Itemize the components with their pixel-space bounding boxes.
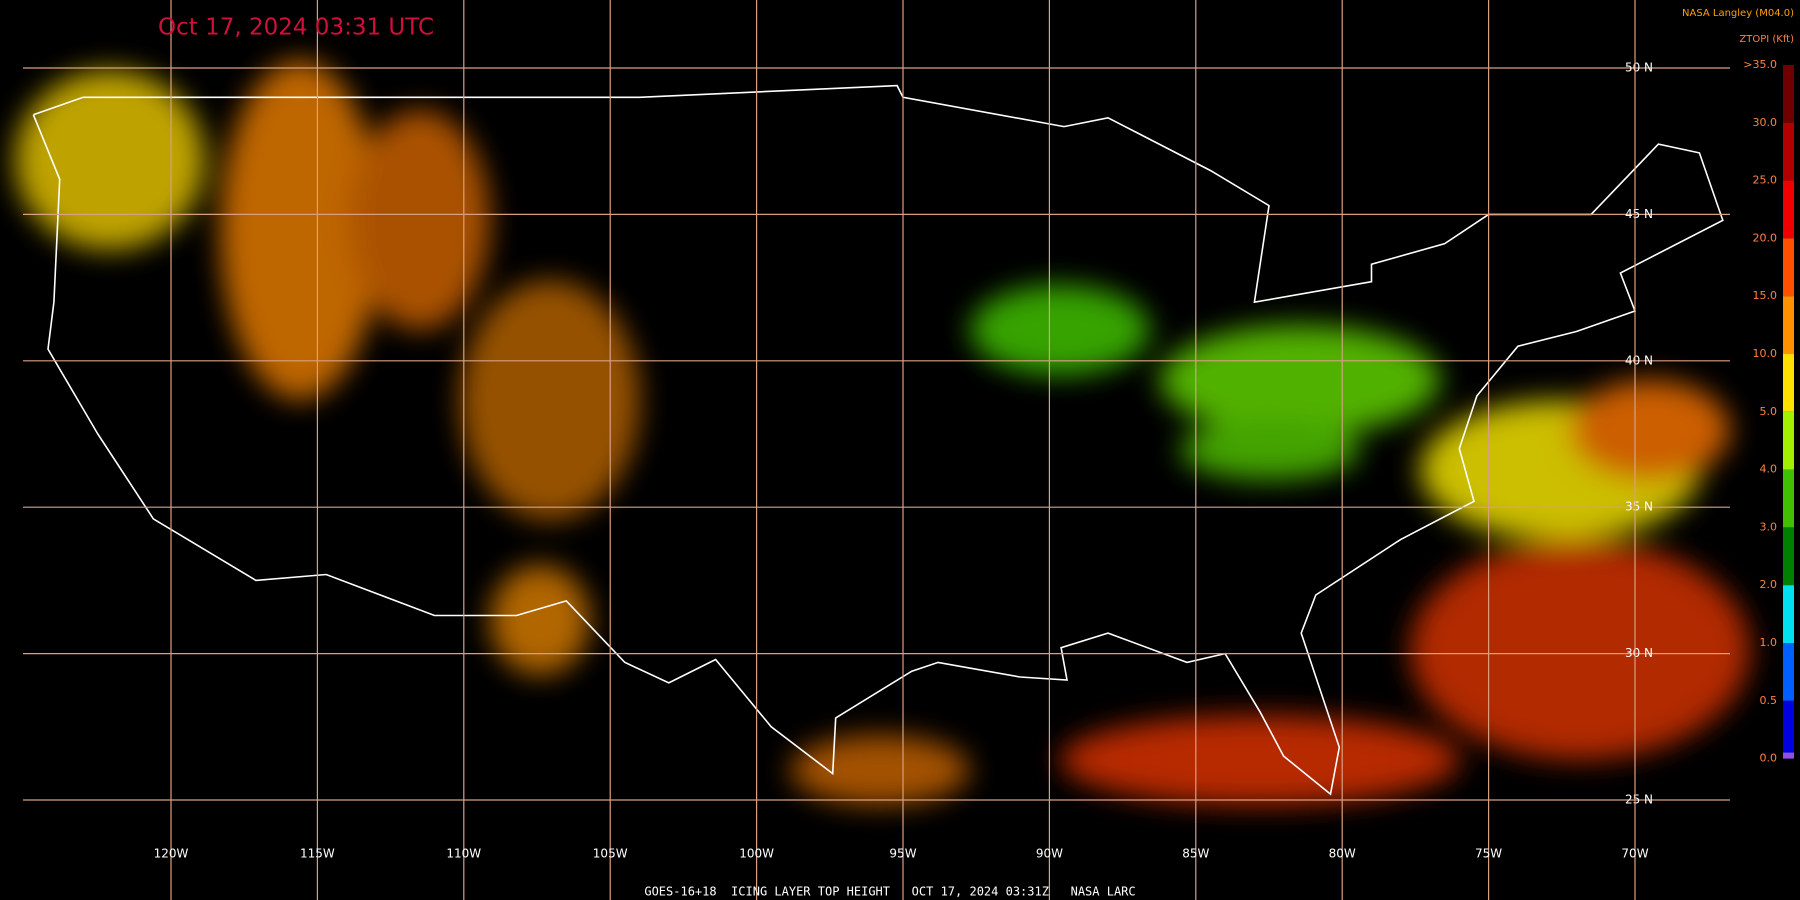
cloud-area <box>1060 715 1460 805</box>
legend-label: 1.0 <box>1760 636 1778 649</box>
legend-swatch <box>1783 180 1794 239</box>
longitude-label: 85W <box>1182 847 1209 861</box>
legend-swatch <box>1783 585 1794 643</box>
footer: GOES-16+18 ICING LAYER TOP HEIGHT OCT 17… <box>644 885 1135 899</box>
credit: NASA Langley (M04.0) <box>1682 8 1794 19</box>
latitude-label: 25 N <box>1625 793 1653 807</box>
cloud-area <box>490 565 590 675</box>
longitude-label: 70W <box>1621 847 1648 861</box>
cloud-area <box>790 735 970 805</box>
legend-label: 4.0 <box>1760 463 1778 476</box>
legend-swatch <box>1783 643 1794 701</box>
legend-label: 3.0 <box>1760 520 1778 533</box>
longitude-label: 75W <box>1475 847 1502 861</box>
longitude-label: 100W <box>739 847 774 861</box>
latitude-label: 45 N <box>1625 207 1653 221</box>
latitude-label: 30 N <box>1625 646 1653 660</box>
longitude-label: 105W <box>593 847 628 861</box>
legend-label: 0.0 <box>1760 752 1778 765</box>
legend-label: 10.0 <box>1753 347 1778 360</box>
cloud-area <box>1570 380 1730 480</box>
coastline-outline <box>32 84 1724 796</box>
legend-swatch <box>1783 752 1794 759</box>
map-title: Oct 17, 2024 03:31 UTC <box>158 15 434 41</box>
legend-swatch <box>1783 65 1794 123</box>
latitude-label: 35 N <box>1625 500 1653 514</box>
longitude-label: 110W <box>446 847 481 861</box>
cloud-area <box>15 70 205 250</box>
legend-swatch <box>1783 122 1794 181</box>
graticule: 50 N 45 N 40 N 35 N 30 N 25 N 120W 115W 110W 105W… <box>23 0 1730 900</box>
cloud-area <box>1180 420 1360 480</box>
legend-swatch <box>1783 238 1794 297</box>
legend-swatch <box>1783 469 1794 528</box>
legend-label: 20.0 <box>1753 231 1778 244</box>
legend-swatch <box>1783 296 1794 354</box>
cloud-area <box>970 285 1150 375</box>
legend-label: 15.0 <box>1753 289 1778 302</box>
longitude-label: 90W <box>1036 847 1063 861</box>
longitude-label: 115W <box>300 847 335 861</box>
legend-label: 30.0 <box>1753 116 1778 129</box>
longitude-label: 80W <box>1329 847 1356 861</box>
legend-label: 5.0 <box>1760 405 1778 418</box>
legend-title: ZTOPI (Kft) <box>1739 34 1794 45</box>
legend-swatch <box>1783 700 1794 759</box>
cloud-area <box>220 60 380 400</box>
cloud-area <box>460 280 640 520</box>
legend-label: 2.0 <box>1760 578 1778 591</box>
longitude-label: 120W <box>154 847 189 861</box>
cloud-area <box>1410 540 1750 760</box>
latitude-label: 40 N <box>1625 353 1653 367</box>
latitude-label: 50 N <box>1625 61 1653 75</box>
legend-swatch <box>1783 354 1794 412</box>
color-legend: >35.0 30.0 25.0 20.0 15.0 10.0 5.0 4.0 3.0 2.0 1.0… <box>1743 58 1794 765</box>
legend-swatch <box>1783 527 1794 586</box>
legend-label: >35.0 <box>1743 58 1777 71</box>
legend-label: 25.0 <box>1753 174 1778 187</box>
legend-swatch <box>1783 411 1794 470</box>
legend-label: 0.5 <box>1760 694 1778 707</box>
cloud-area <box>350 110 490 330</box>
cloud-area <box>1160 325 1440 435</box>
cloud-layer <box>15 60 1750 805</box>
longitude-label: 95W <box>889 847 916 861</box>
